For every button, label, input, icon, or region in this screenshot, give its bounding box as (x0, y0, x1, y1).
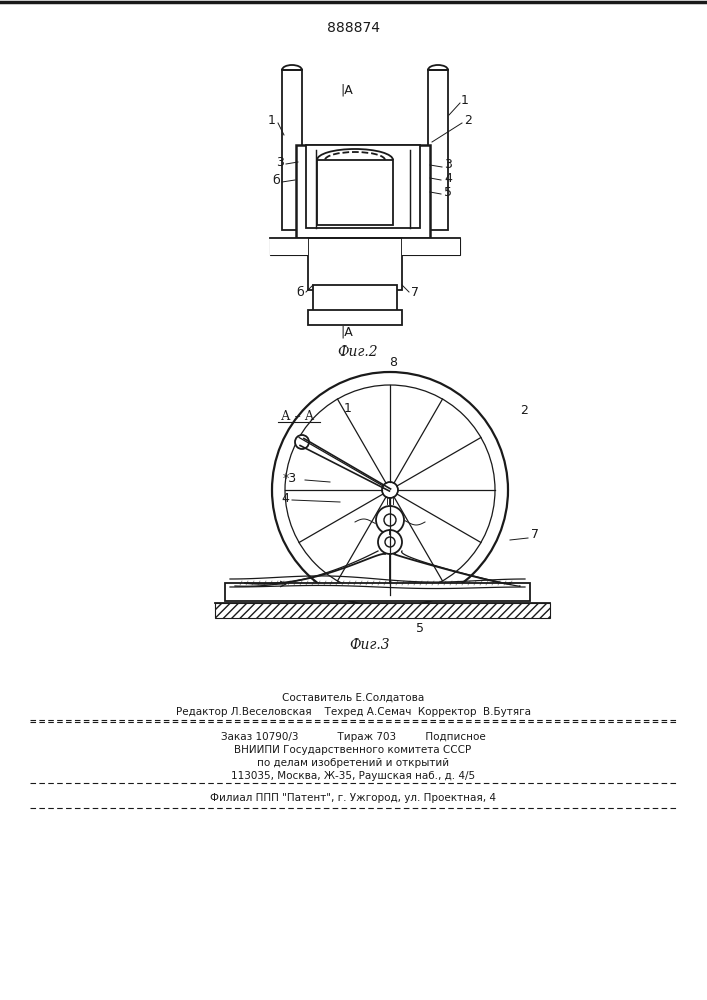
Text: 4: 4 (444, 172, 452, 184)
Bar (225, 583, 530, 601)
Bar (308, 310, 402, 325)
Text: 2: 2 (464, 113, 472, 126)
Text: б: б (296, 286, 304, 298)
Text: 7: 7 (411, 286, 419, 298)
Bar (402, 238, 460, 255)
Text: по делам изобретений и открытий: по делам изобретений и открытий (257, 758, 449, 768)
Bar (282, 70, 302, 230)
Text: 888874: 888874 (327, 21, 380, 35)
Text: Заказ 10790/3            Тираж 703         Подписное: Заказ 10790/3 Тираж 703 Подписное (221, 732, 486, 742)
Text: 5: 5 (416, 621, 424, 635)
Bar (313, 285, 397, 315)
Circle shape (378, 530, 402, 554)
Bar (215, 603, 550, 618)
Text: 1: 1 (268, 113, 276, 126)
Bar (296, 145, 430, 238)
Text: б: б (272, 174, 280, 186)
Bar (428, 70, 448, 230)
Text: 7: 7 (531, 528, 539, 542)
Bar (306, 145, 420, 228)
Text: 1: 1 (344, 401, 352, 414)
Circle shape (295, 435, 309, 449)
Text: Фиг.2: Фиг.2 (338, 345, 378, 359)
Bar (317, 160, 393, 225)
Text: |A: |A (341, 84, 354, 97)
Text: 1: 1 (461, 94, 469, 106)
Bar (270, 238, 308, 255)
Text: *3: *3 (283, 472, 297, 485)
Text: |A: |A (341, 326, 354, 338)
Text: 2: 2 (520, 403, 528, 416)
Bar (308, 238, 402, 290)
Text: Филиал ППП "Патент", г. Ужгород, ул. Проектная, 4: Филиал ППП "Патент", г. Ужгород, ул. Про… (210, 793, 496, 803)
Text: ВНИИПИ Государственного комитета СССР: ВНИИПИ Государственного комитета СССР (235, 745, 472, 755)
Text: 113035, Москва, Ж-35, Раушская наб., д. 4/5: 113035, Москва, Ж-35, Раушская наб., д. … (231, 771, 475, 781)
Bar (270, 238, 308, 255)
Text: Фиг.3: Фиг.3 (350, 638, 390, 652)
Bar (270, 238, 460, 255)
Circle shape (382, 482, 398, 498)
Text: 4: 4 (281, 491, 289, 504)
Text: Редактор Л.Веселовская    Техред А.Семач  Корректор  В.Бутяга: Редактор Л.Веселовская Техред А.Семач Ко… (175, 707, 530, 717)
Text: 5: 5 (444, 186, 452, 198)
Text: Составитель Е.Солдатова: Составитель Е.Солдатова (282, 693, 424, 703)
Text: 3: 3 (444, 158, 452, 172)
Text: 3: 3 (276, 155, 284, 168)
Text: 8: 8 (389, 357, 397, 369)
Circle shape (376, 506, 404, 534)
Text: А – А: А – А (281, 410, 315, 424)
